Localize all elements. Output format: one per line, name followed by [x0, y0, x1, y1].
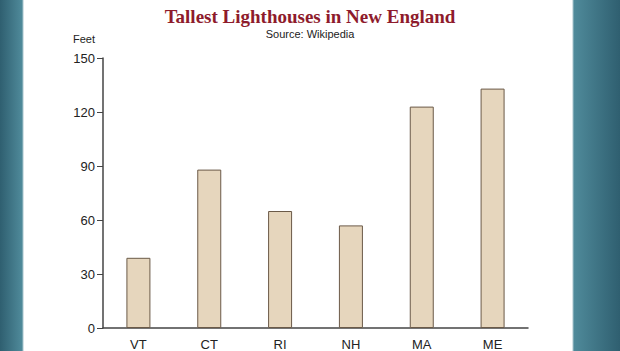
svg-text:0: 0 — [88, 321, 95, 336]
svg-text:Feet: Feet — [73, 33, 95, 45]
svg-text:120: 120 — [73, 105, 95, 120]
svg-text:150: 150 — [73, 51, 95, 66]
svg-text:CT: CT — [201, 337, 218, 351]
svg-text:VT: VT — [130, 337, 147, 351]
svg-text:Source: Wikipedia: Source: Wikipedia — [266, 28, 356, 40]
svg-text:Tallest Lighthouses in New Eng: Tallest Lighthouses in New England — [165, 6, 456, 27]
svg-text:MA: MA — [412, 337, 432, 351]
svg-text:RI: RI — [274, 337, 287, 351]
svg-text:30: 30 — [81, 267, 95, 282]
svg-text:NH: NH — [342, 337, 361, 351]
svg-text:ME: ME — [483, 337, 503, 351]
svg-text:90: 90 — [81, 159, 95, 174]
svg-text:60: 60 — [81, 213, 95, 228]
